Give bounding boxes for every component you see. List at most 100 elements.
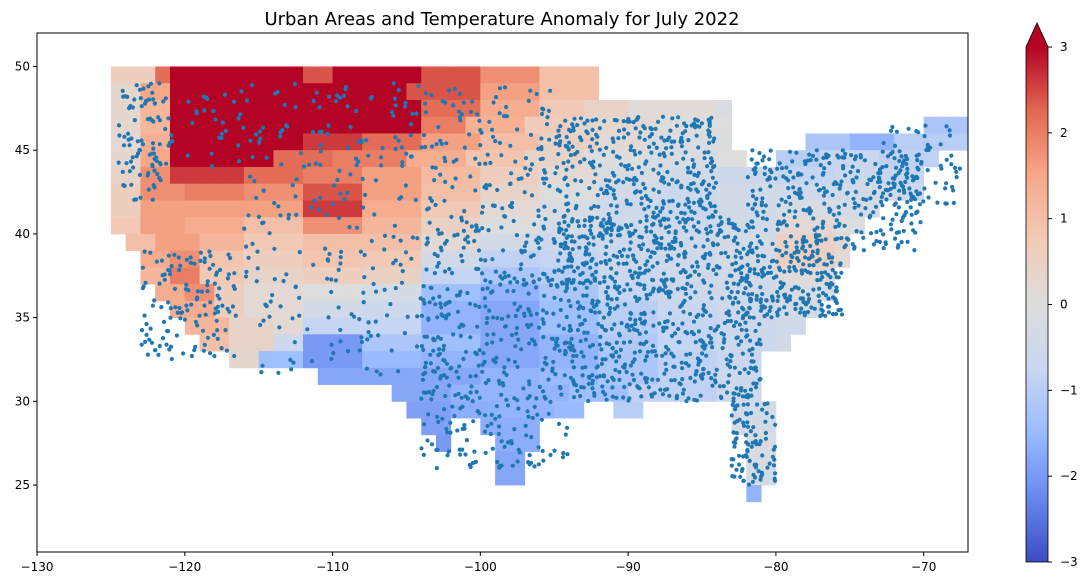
anomaly-cell xyxy=(524,217,540,235)
urban-area-point xyxy=(830,192,835,198)
anomaly-cell xyxy=(509,200,526,218)
anomaly-cell xyxy=(450,66,466,84)
urban-area-point xyxy=(293,284,298,289)
urban-area-point xyxy=(637,243,642,249)
urban-area-point xyxy=(541,321,546,326)
urban-area-point xyxy=(722,320,727,326)
urban-area-point xyxy=(617,249,622,254)
urban-area-point xyxy=(556,268,561,273)
anomaly-cell xyxy=(820,233,836,252)
urban-area-point xyxy=(831,212,836,217)
urban-area-point xyxy=(495,187,500,193)
urban-area-point xyxy=(385,313,390,318)
urban-area-point xyxy=(823,293,829,298)
urban-area-point xyxy=(142,313,147,318)
urban-area-point xyxy=(823,313,828,318)
urban-area-point xyxy=(337,95,343,100)
anomaly-cell xyxy=(184,183,200,201)
urban-area-point xyxy=(497,414,502,419)
urban-area-point xyxy=(762,171,767,177)
urban-area-point xyxy=(764,217,770,222)
urban-area-point xyxy=(645,196,650,201)
urban-area-point xyxy=(474,352,480,357)
urban-area-point xyxy=(637,135,642,140)
anomaly-cell xyxy=(376,351,393,369)
urban-area-point xyxy=(808,243,813,248)
urban-area-point xyxy=(432,271,437,276)
urban-area-point xyxy=(634,189,639,194)
urban-area-point xyxy=(782,305,787,310)
urban-area-point xyxy=(477,395,482,400)
urban-area-point xyxy=(873,204,879,209)
anomaly-cell xyxy=(539,233,555,252)
urban-area-point xyxy=(732,420,737,425)
urban-area-point xyxy=(553,372,558,377)
anomaly-cell xyxy=(317,334,333,352)
urban-area-point xyxy=(446,312,451,317)
urban-area-point xyxy=(335,177,340,182)
urban-area-point xyxy=(877,170,882,175)
urban-area-point xyxy=(475,112,480,117)
anomaly-cell xyxy=(273,83,289,101)
urban-area-point xyxy=(339,249,344,254)
urban-area-point xyxy=(595,299,600,304)
urban-area-point xyxy=(325,276,330,281)
anomaly-cell xyxy=(170,166,186,185)
urban-area-point xyxy=(473,156,478,161)
anomaly-cell xyxy=(214,250,230,268)
urban-area-point xyxy=(694,260,699,265)
urban-area-point xyxy=(474,389,479,394)
urban-area-point xyxy=(658,387,663,392)
urban-area-point xyxy=(736,300,741,305)
anomaly-cell xyxy=(229,116,245,134)
urban-area-point xyxy=(744,454,749,459)
anomaly-cell xyxy=(125,83,141,101)
anomaly-cell xyxy=(524,83,540,101)
urban-area-point xyxy=(796,258,801,263)
anomaly-cell xyxy=(110,200,127,218)
urban-area-point xyxy=(674,180,679,185)
urban-area-point xyxy=(493,416,498,421)
urban-area-point xyxy=(597,280,603,285)
urban-area-point xyxy=(543,170,548,175)
urban-area-point xyxy=(567,277,572,282)
anomaly-cell xyxy=(554,317,570,335)
urban-area-point xyxy=(439,305,444,310)
anomaly-cell xyxy=(687,384,703,402)
x-tick-label: −120 xyxy=(168,560,201,574)
urban-area-point xyxy=(396,88,401,93)
urban-area-point xyxy=(574,353,579,358)
urban-area-point xyxy=(392,223,397,228)
urban-area-point xyxy=(741,402,746,407)
urban-area-point xyxy=(177,305,182,311)
anomaly-cell xyxy=(702,351,718,369)
urban-area-point xyxy=(582,330,587,335)
urban-area-point xyxy=(784,250,789,255)
anomaly-cell xyxy=(879,133,895,151)
anomaly-cell xyxy=(332,116,348,134)
urban-area-point xyxy=(244,98,250,103)
urban-area-point xyxy=(490,340,495,345)
urban-area-point xyxy=(812,227,817,232)
urban-area-point xyxy=(428,352,433,357)
urban-area-point xyxy=(944,181,949,186)
urban-area-point xyxy=(545,115,550,120)
urban-area-point xyxy=(746,482,752,487)
urban-area-point xyxy=(745,175,751,180)
anomaly-cell xyxy=(716,133,732,151)
urban-area-point xyxy=(548,88,553,93)
urban-area-point xyxy=(603,328,609,333)
urban-area-point xyxy=(661,201,667,206)
urban-area-point xyxy=(753,328,758,334)
urban-area-point xyxy=(805,310,811,315)
urban-area-point xyxy=(801,235,807,240)
urban-area-point xyxy=(745,424,751,429)
urban-area-point xyxy=(257,129,263,134)
urban-area-point xyxy=(336,305,341,310)
urban-area-point xyxy=(684,399,689,404)
urban-area-point xyxy=(462,209,467,214)
urban-area-point xyxy=(782,219,787,224)
urban-area-point xyxy=(157,343,162,349)
urban-area-point xyxy=(867,177,872,182)
anomaly-cell xyxy=(243,300,260,319)
